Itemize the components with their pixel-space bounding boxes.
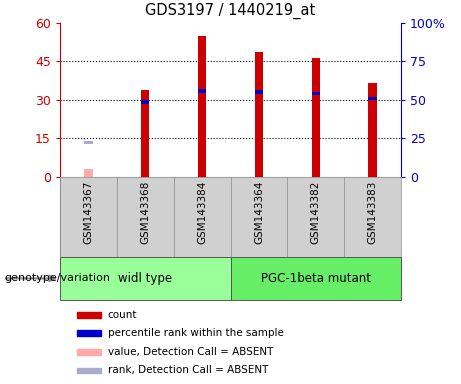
Text: GSM143383: GSM143383 bbox=[367, 181, 378, 244]
Bar bbox=[77, 330, 101, 336]
Bar bbox=[84, 141, 93, 144]
Bar bbox=[368, 97, 377, 101]
Bar bbox=[368, 83, 377, 177]
Bar bbox=[77, 349, 101, 355]
Bar bbox=[77, 312, 101, 318]
Text: genotype/variation: genotype/variation bbox=[5, 273, 111, 283]
Bar bbox=[312, 58, 320, 177]
Bar bbox=[84, 169, 93, 177]
Text: GSM143368: GSM143368 bbox=[140, 181, 150, 244]
Text: GSM143367: GSM143367 bbox=[83, 181, 94, 244]
Title: GDS3197 / 1440219_at: GDS3197 / 1440219_at bbox=[145, 3, 316, 19]
Text: GSM143364: GSM143364 bbox=[254, 181, 264, 244]
Bar bbox=[312, 91, 320, 95]
Bar bbox=[77, 367, 101, 373]
Bar bbox=[198, 36, 207, 177]
Bar bbox=[141, 101, 149, 104]
Text: percentile rank within the sample: percentile rank within the sample bbox=[108, 328, 284, 338]
Bar bbox=[60, 257, 230, 300]
Bar bbox=[230, 257, 401, 300]
Text: PGC-1beta mutant: PGC-1beta mutant bbox=[261, 272, 371, 285]
Text: value, Detection Call = ABSENT: value, Detection Call = ABSENT bbox=[108, 347, 273, 357]
Bar bbox=[141, 89, 149, 177]
Bar bbox=[254, 53, 263, 177]
Text: rank, Detection Call = ABSENT: rank, Detection Call = ABSENT bbox=[108, 366, 268, 376]
Bar bbox=[198, 89, 207, 93]
Text: widl type: widl type bbox=[118, 272, 172, 285]
Bar bbox=[254, 90, 263, 94]
Text: GSM143384: GSM143384 bbox=[197, 181, 207, 244]
Text: count: count bbox=[108, 310, 137, 320]
Text: GSM143382: GSM143382 bbox=[311, 181, 321, 244]
